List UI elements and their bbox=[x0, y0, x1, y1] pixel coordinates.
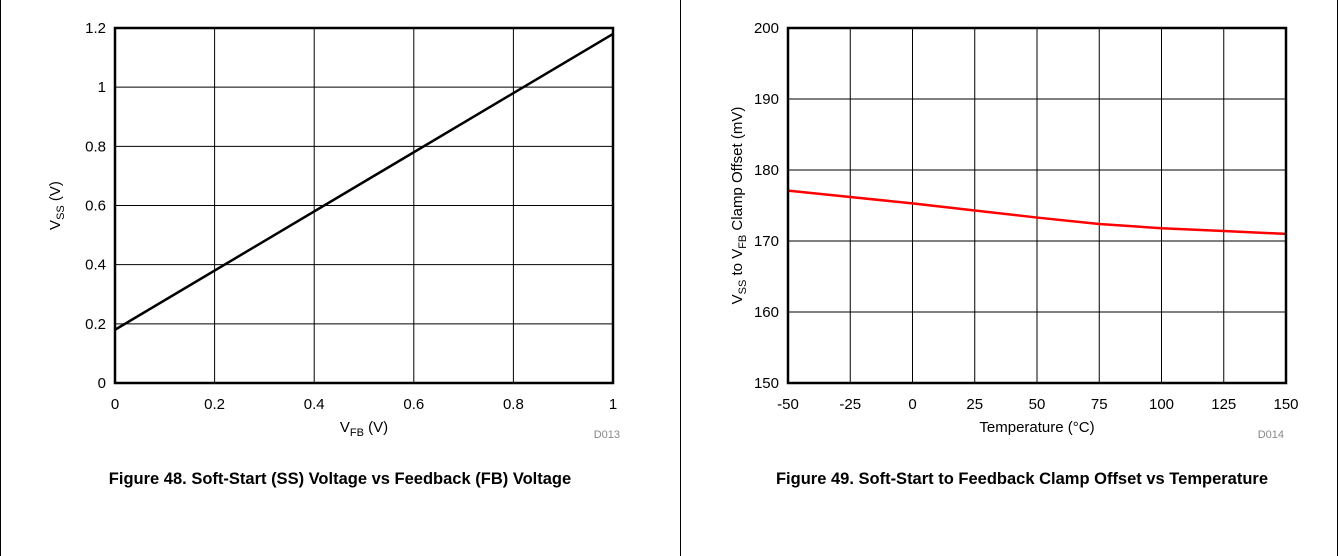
tick-labels: -50 -25 0 25 50 75 100 125 150 150 160 170 180 190 200 bbox=[754, 20, 1299, 413]
figure-code: D013 bbox=[594, 429, 620, 441]
y-axis-label: VSS (V) bbox=[47, 181, 67, 230]
figure-48-caption: Figure 48. Soft-Start (SS) Voltage vs Fe… bbox=[108, 470, 572, 488]
x-tick-label: 100 bbox=[1149, 396, 1174, 413]
y-tick-label: 1 bbox=[98, 79, 106, 96]
x-tick-label: 25 bbox=[966, 396, 983, 413]
y-tick-label: 0 bbox=[98, 375, 106, 392]
series-line bbox=[787, 189, 1287, 236]
x-tick-label: 1 bbox=[609, 396, 617, 413]
x-tick-label: 0 bbox=[908, 396, 916, 413]
tick-labels: 0 0.2 0.4 0.6 0.8 1 0 0.2 0.4 0.6 0.8 1 1.2 bbox=[85, 20, 617, 413]
x-tick-label: 0 bbox=[111, 396, 119, 413]
y-tick-label: 150 bbox=[754, 375, 779, 392]
series-line bbox=[114, 32, 614, 331]
x-tick-label: 0.2 bbox=[204, 396, 225, 413]
y-tick-label: 0.4 bbox=[85, 257, 106, 274]
x-axis-label: VFB (V) bbox=[340, 419, 388, 439]
x-tick-label: 75 bbox=[1091, 396, 1108, 413]
x-tick-label: 125 bbox=[1211, 396, 1236, 413]
plot-border bbox=[113, 26, 615, 385]
y-axis-label: VSS to VFB Clamp Offset (mV) bbox=[729, 107, 749, 305]
figure-49-caption: Figure 49. Soft-Start to Feedback Clamp … bbox=[775, 470, 1269, 488]
chart-clamp-offset-vs-temperature: -50 -25 0 25 50 75 100 125 150 150 160 170 180 190 200… bbox=[729, 20, 1299, 441]
x-tick-label: 0.4 bbox=[304, 396, 325, 413]
x-axis-label: Temperature (°C) bbox=[979, 419, 1094, 436]
y-tick-label: 160 bbox=[754, 304, 779, 321]
figure-code: D014 bbox=[1258, 429, 1284, 441]
y-tick-label: 190 bbox=[754, 91, 779, 108]
series-lines bbox=[114, 32, 614, 331]
x-tick-label: -50 bbox=[777, 396, 799, 413]
grid-lines bbox=[114, 27, 614, 384]
y-tick-label: 200 bbox=[754, 20, 779, 37]
x-tick-label: 0.6 bbox=[403, 396, 424, 413]
plot-border bbox=[786, 26, 1288, 385]
x-tick-label: 150 bbox=[1273, 396, 1298, 413]
y-tick-label: 0.6 bbox=[85, 198, 106, 215]
x-tick-label: -25 bbox=[839, 396, 861, 413]
y-tick-label: 1.2 bbox=[85, 20, 106, 37]
series-lines bbox=[787, 189, 1287, 236]
y-tick-label: 170 bbox=[754, 233, 779, 250]
y-tick-label: 0.8 bbox=[85, 138, 106, 155]
grid-lines bbox=[787, 27, 1287, 384]
x-tick-label: 50 bbox=[1029, 396, 1046, 413]
chart-vss-vs-vfb: 0 0.2 0.4 0.6 0.8 100.20.40.60.811.2 VFB (V) … bbox=[47, 20, 620, 441]
y-tick-label: 180 bbox=[754, 162, 779, 179]
x-tick-label: 0.8 bbox=[503, 396, 524, 413]
y-tick-label: 0.2 bbox=[85, 316, 106, 333]
